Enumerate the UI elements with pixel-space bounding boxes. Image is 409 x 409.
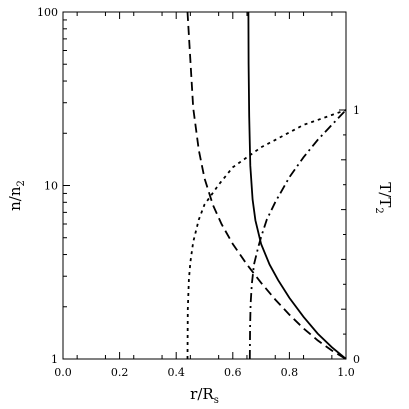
y-right-tick-label: 1 bbox=[353, 104, 360, 117]
series-line-dotted bbox=[186, 109, 347, 360]
y-right-tick-label: 0 bbox=[353, 353, 360, 366]
y-left-axis-title: n/n2 bbox=[6, 180, 27, 211]
tick-marks bbox=[62, 11, 347, 360]
tick-labels: 0.0 0.2 0.4 0.6 0.8 1.0 1 10 100 0 1 bbox=[37, 6, 360, 379]
y-right-axis-title: T/T2 bbox=[373, 182, 394, 213]
y-left-tick-label: 10 bbox=[44, 180, 58, 193]
series-line-dashdot bbox=[248, 109, 347, 360]
plot-frame bbox=[62, 11, 347, 360]
series-line-solid bbox=[247, 11, 347, 360]
y-left-tick-label: 100 bbox=[37, 6, 58, 19]
x-tick-label: 0.6 bbox=[224, 366, 242, 379]
x-tick-label: 1.0 bbox=[337, 366, 355, 379]
x-tick-label: 0.8 bbox=[281, 366, 299, 379]
x-tick-label: 0.4 bbox=[167, 366, 185, 379]
curves bbox=[186, 11, 347, 360]
series-line-dashed bbox=[186, 11, 347, 360]
x-axis-title: r/Rs bbox=[190, 385, 219, 406]
x-tick-label: 0.2 bbox=[111, 366, 129, 379]
x-tick-label: 0.0 bbox=[54, 366, 72, 379]
y-left-tick-label: 1 bbox=[51, 353, 58, 366]
